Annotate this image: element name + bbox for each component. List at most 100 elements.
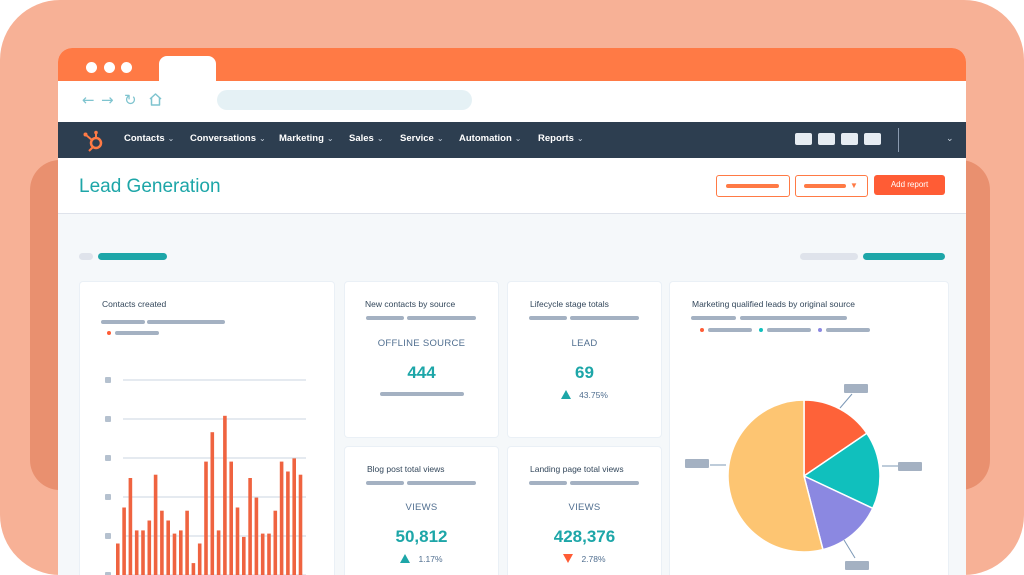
subtitle-placeholder	[570, 316, 639, 320]
button-label-placeholder	[804, 184, 846, 188]
nav-item-marketing[interactable]: Marketing ⌄	[279, 133, 334, 144]
bar	[172, 533, 177, 575]
metric-label: VIEWS	[568, 502, 601, 513]
pie-slice	[802, 474, 874, 551]
nav-item-label: Marketing	[279, 133, 324, 144]
card-new-contacts-by-source[interactable]: New contacts by source OFFLINE SOURCE 44…	[345, 282, 498, 437]
card-lifecycle-stage-totals[interactable]: Lifecycle stage totals LEAD 69 43.75%	[508, 282, 661, 437]
trend-down-icon	[563, 554, 574, 563]
bar	[254, 497, 259, 575]
nav-item-label: Service	[400, 133, 434, 144]
bar	[279, 461, 284, 575]
nav-item-conversations[interactable]: Conversations ⌄	[190, 133, 266, 144]
card-marketing-qualified-leads[interactable]: Marketing qualified leads by original so…	[670, 282, 948, 575]
chevron-down-icon: ⌄	[376, 134, 384, 143]
axis-tick-marker	[105, 533, 111, 539]
pie-label-leader	[843, 539, 856, 559]
browser-address-bar: ← → ↻	[58, 81, 966, 122]
browser-titlebar	[58, 48, 966, 82]
nav-item-service[interactable]: Service ⌄	[400, 133, 444, 144]
card-contacts-created[interactable]: Contacts created	[80, 282, 334, 575]
nav-utility-button[interactable]	[818, 133, 835, 145]
pie-label-placeholder	[898, 462, 922, 471]
nav-item-label: Reports	[538, 133, 574, 144]
subtitle-placeholder	[407, 481, 476, 485]
bar	[141, 530, 145, 575]
bar	[128, 478, 133, 575]
bar	[122, 507, 126, 575]
home-icon[interactable]	[148, 92, 163, 107]
nav-item-label: Automation	[459, 133, 512, 144]
subtitle-placeholder	[407, 316, 476, 320]
hubspot-logo-icon[interactable]	[82, 130, 106, 152]
header-action-button[interactable]	[716, 175, 790, 197]
nav-utility-button[interactable]	[795, 133, 812, 145]
card-landing-page-total-views[interactable]: Landing page total views VIEWS 428,376 2…	[508, 447, 661, 575]
window-control-minimize[interactable]	[104, 62, 115, 73]
account-menu-chevron-icon[interactable]: ⌄	[946, 133, 954, 143]
nav-item-reports[interactable]: Reports ⌄	[538, 133, 584, 144]
main-nav: Contacts ⌄ Conversations ⌄ Marketing ⌄ Sale…	[58, 122, 966, 158]
subtitle-placeholder	[101, 320, 145, 324]
axis-tick-marker	[105, 572, 111, 575]
metric-label: VIEWS	[405, 502, 438, 513]
nav-item-contacts[interactable]: Contacts ⌄	[124, 133, 174, 144]
bar	[260, 533, 265, 575]
bar	[292, 458, 296, 575]
bar	[210, 432, 215, 575]
header-dropdown-button[interactable]: ▼	[795, 175, 868, 197]
bar	[298, 474, 303, 575]
back-arrow-icon[interactable]: ←	[82, 91, 95, 109]
pie-slice	[803, 399, 868, 478]
chevron-down-icon: ⌄	[167, 134, 175, 143]
metric-change: 43.75%	[508, 390, 661, 400]
metric-caption-placeholder	[380, 392, 464, 396]
url-input[interactable]	[217, 90, 472, 110]
trend-up-icon	[561, 390, 572, 399]
bar	[134, 530, 139, 575]
nav-utility-button[interactable]	[841, 133, 858, 145]
bar	[153, 474, 158, 575]
bar	[273, 510, 278, 575]
date-range-filter[interactable]	[98, 253, 167, 260]
card-title: Marketing qualified leads by original so…	[692, 299, 856, 309]
pie-label-leader	[839, 393, 853, 409]
change-percent: 43.75%	[579, 390, 608, 400]
bar	[286, 471, 290, 575]
metric-value: 69	[575, 363, 594, 382]
nav-item-automation[interactable]: Automation ⌄	[459, 133, 521, 144]
add-report-button[interactable]: Add report	[874, 175, 945, 195]
card-blog-post-total-views[interactable]: Blog post total views VIEWS 50,812 1.17%	[345, 447, 498, 575]
forward-arrow-icon[interactable]: →	[101, 91, 114, 109]
bar	[147, 520, 152, 575]
metric-value: 444	[407, 363, 436, 382]
browser-tab[interactable]	[159, 56, 216, 82]
contacts-bar-chart	[105, 377, 306, 575]
compare-filter[interactable]	[863, 253, 945, 260]
bar	[197, 543, 202, 575]
pie-label-placeholder	[685, 459, 709, 468]
change-percent: 1.17%	[418, 554, 443, 564]
metric-value: 50,812	[395, 527, 448, 546]
card-title: Blog post total views	[367, 464, 445, 474]
page-title: Lead Generation	[79, 176, 221, 197]
window-control-close[interactable]	[86, 62, 97, 73]
window-control-maximize[interactable]	[121, 62, 132, 73]
subtitle-placeholder	[147, 320, 225, 324]
chevron-down-icon: ⌄	[326, 134, 334, 143]
subtitle-placeholder	[570, 481, 639, 485]
subtitle-placeholder	[529, 316, 567, 320]
reload-icon[interactable]: ↻	[124, 91, 137, 109]
bar	[229, 461, 233, 575]
card-title: New contacts by source	[365, 299, 456, 309]
nav-item-label: Conversations	[190, 133, 256, 144]
pie-slice	[727, 399, 824, 553]
bar	[223, 415, 227, 575]
legend-dot	[107, 331, 111, 335]
nav-utility-button[interactable]	[864, 133, 881, 145]
nav-item-sales[interactable]: Sales ⌄	[349, 133, 384, 144]
pie-label-placeholder	[845, 561, 869, 570]
nav-item-label: Sales	[349, 133, 374, 144]
card-title: Landing page total views	[530, 464, 624, 474]
axis-tick-marker	[105, 494, 111, 500]
